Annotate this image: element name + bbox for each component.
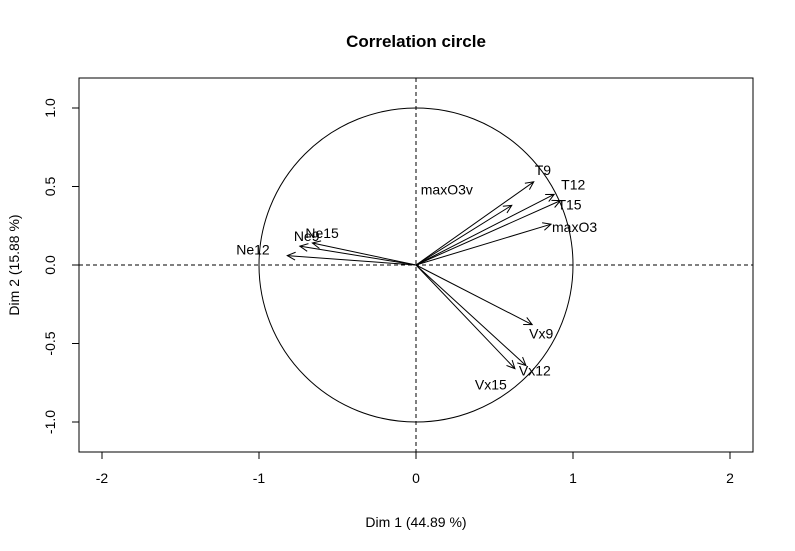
plot-area: -2 -1 0 1 2 -1.0 -0.5 0.0 0.5 1.0 T9 T12 T15 maxO3v ma… xyxy=(42,78,753,486)
arrowhead-ne15 xyxy=(311,240,322,249)
arrowhead-t9 xyxy=(524,181,535,190)
variable-label-ne12: Ne12 xyxy=(236,242,270,258)
arrow-t12 xyxy=(415,193,555,266)
arrowhead-vx9 xyxy=(523,317,534,326)
arrow-vx12 xyxy=(415,264,527,366)
arrowhead-maxo3 xyxy=(542,222,553,231)
variable-label-maxo3: maxO3 xyxy=(552,219,597,235)
x-tick-label: -1 xyxy=(253,470,266,486)
arrow-maxo3 xyxy=(415,223,552,266)
variable-label-t9: T9 xyxy=(535,162,552,178)
variable-label-ne9: Ne9 xyxy=(294,228,320,244)
arrow-maxo3v xyxy=(415,204,513,266)
arrow-t15 xyxy=(415,200,561,266)
y-tick-label: 0.0 xyxy=(42,255,58,275)
x-tick-label: 2 xyxy=(726,470,734,486)
x-tick-label: 1 xyxy=(569,470,577,486)
chart-title: Correlation circle xyxy=(346,32,486,51)
x-axis-label: Dim 1 (44.89 %) xyxy=(365,514,466,530)
y-tick-label: 1.0 xyxy=(42,98,58,118)
arrowhead-t15 xyxy=(551,199,562,208)
arrow-ne15 xyxy=(312,242,417,266)
x-tick-label: 0 xyxy=(412,470,420,486)
arrow-ne9 xyxy=(299,245,417,266)
arrow-vx9 xyxy=(415,264,533,326)
y-tick-label: -1.0 xyxy=(42,410,58,434)
y-tick-label: -0.5 xyxy=(42,331,58,355)
arrowhead-maxo3v xyxy=(502,204,513,214)
variable-label-ne15: Ne15 xyxy=(305,225,339,241)
arrow-t9 xyxy=(415,181,535,266)
variable-label-t15: T15 xyxy=(557,197,581,213)
variable-label-maxo3v: maxO3v xyxy=(421,181,473,197)
x-tick-label: -2 xyxy=(96,470,109,486)
y-tick-label: 0.5 xyxy=(42,177,58,197)
arrowhead-t12 xyxy=(545,193,556,202)
variable-label-t12: T12 xyxy=(561,176,585,192)
arrowhead-ne9 xyxy=(298,243,309,252)
arrowhead-ne12 xyxy=(286,251,296,261)
variable-label-vx15: Vx15 xyxy=(475,377,507,393)
arrowhead-vx15 xyxy=(506,359,516,370)
arrow-vx15 xyxy=(415,264,516,369)
arrow-ne12 xyxy=(287,255,417,266)
y-axis-label: Dim 2 (15.88 %) xyxy=(6,214,22,315)
variable-label-vx9: Vx9 xyxy=(529,326,553,342)
variable-label-vx12: Vx12 xyxy=(519,362,551,378)
arrowhead-vx12 xyxy=(517,356,527,367)
